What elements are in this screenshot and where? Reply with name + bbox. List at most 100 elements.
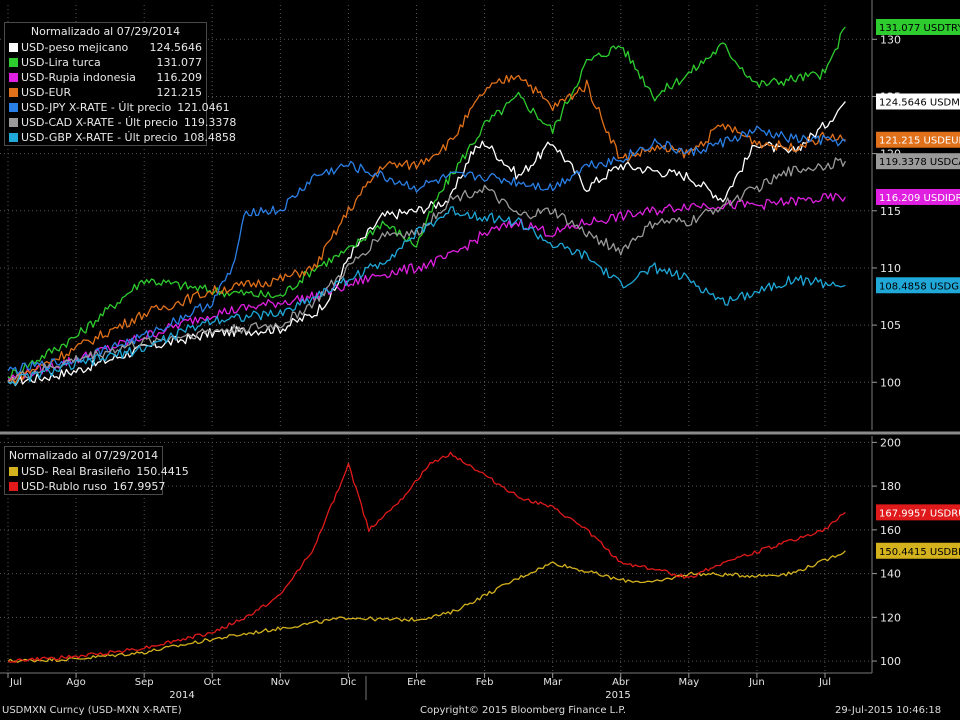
legend-series-value: 116.209 [156, 71, 203, 84]
top-tag-bg-6 [876, 277, 960, 294]
bottom-ytick-label: 180 [880, 480, 901, 493]
top-series-line-4 [7, 125, 846, 375]
legend-series-name: USD- Real Brasileño [21, 465, 131, 478]
bottom-series-line-0 [7, 550, 846, 663]
bottom-panel-series [7, 451, 846, 663]
legend-entry: USD-EUR 121.215 [5, 85, 206, 100]
top-tag-label-6: 108.4858 USDGBP [879, 281, 960, 292]
legend-swatch [9, 482, 18, 491]
bottom-tag-bg-0 [876, 542, 960, 559]
year-label-2014: 2014 [169, 690, 194, 701]
legend-entry: USD- Real Brasileño 150.4415 [5, 464, 189, 479]
legend-entry: USD-peso mejicano 124.5646 [5, 40, 206, 55]
top-tag-bg-1 [876, 18, 960, 35]
last-value-tags: 124.5646 USDMXN 131.077 USDTRY 116.209 USD… [876, 18, 960, 559]
legend-swatch [9, 103, 18, 112]
legend-swatch [9, 467, 18, 476]
legend-swatch [9, 73, 18, 82]
footer-ticker: USDMXN Curncy (USD-MXN X-RATE) [2, 705, 182, 716]
legend-series-name: USD-Rupia indonesia [21, 71, 136, 84]
top-tag-bg-5 [876, 153, 960, 170]
bottom-ytick-label: 160 [880, 524, 901, 537]
top-ytick-label: 130 [880, 33, 901, 46]
top-tag-label-1: 131.077 USDTRY [879, 23, 960, 34]
legend-series-name: USD-EUR [21, 86, 72, 99]
legend-series-name: USD-CAD X-RATE - Últ precio [21, 116, 178, 129]
legend-series-value: 121.0461 [177, 101, 230, 114]
top-tag-label-5: 119.3378 USDCAD [879, 157, 960, 168]
top-panel-series [7, 26, 846, 387]
legend-series-name: USD-peso mejicano [21, 41, 129, 54]
bottom-tag-label-0: 150.4415 USDBRL [879, 547, 960, 558]
x-axis: Jul Ago Sep Oct Nov Dic Ene Feb Mar Abr May Jun Jul 2… [7, 673, 831, 701]
x-tick-label: Abr [612, 677, 630, 688]
year-label-2015: 2015 [605, 690, 630, 701]
top-tag-bg-0 [876, 93, 960, 110]
bottom-ytick-label: 120 [880, 611, 901, 624]
top-series-line-6 [7, 206, 846, 386]
top-legend-title: Normalizado al 07/29/2014 [30, 25, 181, 38]
legend-entry: USD-Rublo ruso 167.9957 [5, 479, 165, 494]
top-tag-label-3: 121.215 USDEUR [879, 136, 960, 147]
x-tick-label: Jul [818, 677, 831, 688]
legend-swatch [9, 133, 18, 142]
legend-series-name: USD-Lira turca [21, 56, 101, 69]
x-tick-label: Jun [748, 677, 765, 688]
x-tick-label: Feb [476, 677, 494, 688]
legend-entry: USD-Lira turca 131.077 [5, 55, 206, 70]
legend-series-value: 108.4858 [183, 131, 236, 144]
top-series-line-2 [7, 192, 846, 381]
x-tick-label: Ene [407, 677, 426, 688]
footer-copyright: Copyright© 2015 Bloomberg Finance L.P. [420, 705, 627, 716]
legend-series-value: 121.215 [156, 86, 203, 99]
top-legend: Normalizado al 07/29/2014 USD-peso mejic… [4, 22, 236, 146]
top-tag-bg-3 [876, 131, 960, 148]
top-ytick-label: 110 [880, 262, 901, 275]
top-tag-label-0: 124.5646 USDMXN [879, 97, 960, 108]
legend-entry: USD-Rupia indonesia 116.209 [5, 70, 206, 85]
top-tag-bg-2 [876, 188, 960, 205]
x-tick-label: Sep [135, 677, 154, 688]
x-tick-label: Nov [271, 677, 291, 688]
top-tag-label-2: 116.209 USDIDR [879, 193, 960, 204]
legend-series-value: 119.3378 [183, 116, 237, 129]
x-tick-label: Mar [543, 677, 563, 688]
x-tick-label: Dic [340, 677, 356, 688]
legend-swatch [9, 118, 18, 127]
bottom-y-axis: 100 120 140 160 180 200 [872, 436, 901, 668]
bottom-legend: Normalizado al 07/29/2014 USD- Real Bras… [4, 446, 189, 495]
x-tick-label: Oct [204, 677, 221, 688]
legend-swatch [9, 88, 18, 97]
legend-series-name: USD-JPY X-RATE - Últ precio [21, 101, 172, 114]
bottom-legend-rows: USD- Real Brasileño 150.4415 USD-Rublo rus… [5, 464, 189, 494]
bottom-tag-label-1: 167.9957 USDRUB [879, 508, 960, 519]
legend-entry: USD-CAD X-RATE - Últ precio 119.3378 [5, 115, 236, 130]
legend-swatch [9, 43, 18, 52]
legend-swatch [9, 58, 18, 67]
footer-timestamp: 29-Jul-2015 10:46:18 [835, 705, 942, 716]
x-tick-label: Jul [9, 677, 22, 688]
bottom-tag-bg-1 [876, 504, 960, 521]
legend-series-name: USD-GBP X-RATE - Últ precio [21, 131, 178, 144]
top-series-line-1 [7, 26, 846, 380]
legend-entry: USD-GBP X-RATE - Últ precio 108.4858 [5, 130, 236, 145]
bottom-ytick-label: 100 [880, 655, 901, 668]
legend-series-value: 167.9957 [112, 480, 166, 493]
top-ytick-label: 115 [880, 205, 901, 218]
top-ytick-label: 105 [880, 319, 901, 332]
top-ytick-label: 100 [880, 376, 901, 389]
bottom-ytick-label: 200 [880, 436, 901, 449]
legend-series-value: 131.077 [156, 56, 203, 69]
top-panel-grid [0, 5, 872, 428]
legend-entry: USD-JPY X-RATE - Últ precio 121.0461 [5, 100, 230, 115]
legend-series-value: 150.4415 [136, 465, 189, 478]
top-legend-rows: USD-peso mejicano 124.5646 USD-Lira turca 1… [5, 40, 236, 145]
bottom-ytick-label: 140 [880, 568, 901, 581]
bottom-legend-title: Normalizado al 07/29/2014 [8, 449, 159, 462]
top-series-line-3 [7, 74, 846, 384]
bottom-panel-grid [0, 438, 872, 672]
x-tick-label: May [678, 677, 699, 688]
bottom-series-line-1 [7, 451, 846, 663]
legend-series-value: 124.5646 [149, 41, 203, 54]
legend-series-name: USD-Rublo ruso [21, 480, 107, 493]
